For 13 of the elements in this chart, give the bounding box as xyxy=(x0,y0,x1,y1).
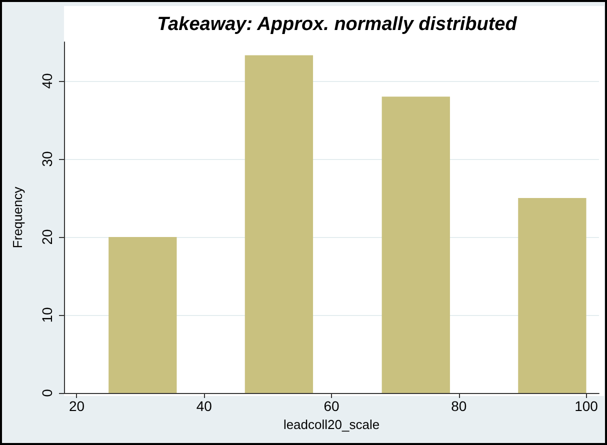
chart-title: Takeaway: Approx. normally distributed xyxy=(157,14,518,35)
y-tick-label: 40 xyxy=(39,73,55,89)
y-axis-title: Frequency xyxy=(10,186,25,248)
x-tick-label: 60 xyxy=(324,398,340,414)
x-tick-label: 100 xyxy=(574,398,598,414)
x-tick-label: 40 xyxy=(196,398,212,414)
x-axis-title: leadcoll20_scale xyxy=(283,416,380,432)
y-tick-label: 10 xyxy=(39,307,55,323)
y-tick-label: 0 xyxy=(39,388,55,397)
y-tick-label: 20 xyxy=(39,229,55,245)
x-tick-label: 20 xyxy=(68,398,85,414)
x-tick-label: 80 xyxy=(451,398,467,414)
y-tick-label: 30 xyxy=(39,151,55,167)
